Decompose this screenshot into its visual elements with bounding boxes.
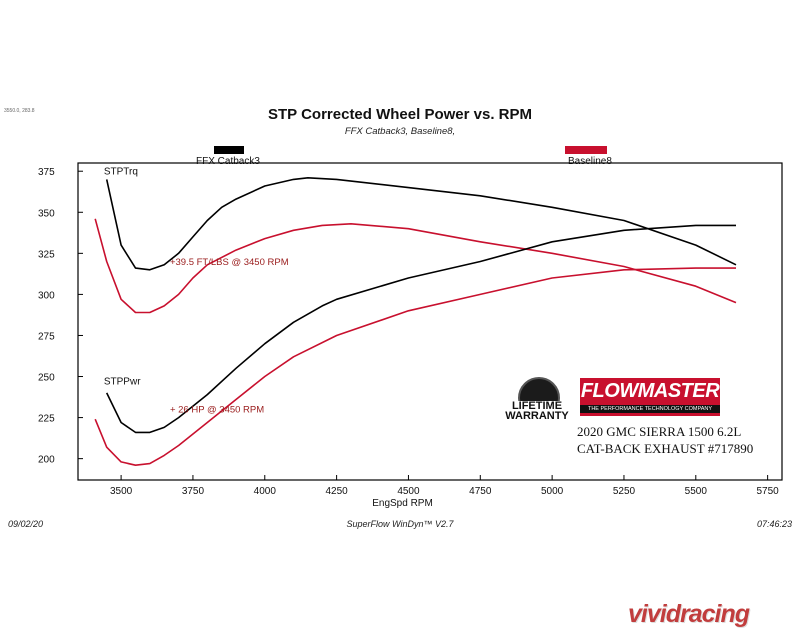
warranty-text: LIFETIME WARRANTY xyxy=(504,400,570,422)
part-caption: CAT-BACK EXHAUST #717890 xyxy=(577,441,754,456)
x-tick-label: 4250 xyxy=(325,486,348,497)
gain-annotation: +39.5 FT/LBS @ 3450 RPM xyxy=(170,257,289,268)
x-tick-label: 4500 xyxy=(397,486,420,497)
vividracing-watermark: vividracing xyxy=(628,600,750,628)
footer-software: SuperFlow WinDyn™ V2.7 xyxy=(346,519,454,529)
x-tick-label: 5000 xyxy=(541,486,564,497)
y-tick-label: 325 xyxy=(38,249,55,260)
legend-label-baseline: Baseline8 xyxy=(568,156,612,167)
plot-frame xyxy=(77,162,783,481)
y-tick-label: 225 xyxy=(38,414,55,425)
vehicle-caption: 2020 GMC SIERRA 1500 6.2L xyxy=(577,424,742,439)
series-label: STPTrq xyxy=(104,166,138,177)
series-line-stptrq-ffx xyxy=(105,177,737,271)
y-tick-label: 275 xyxy=(38,331,55,342)
chart-axes: 3500 3750 4000 4250 4500 4750 5000 5250 5500 5750… xyxy=(38,162,783,509)
legend-swatch-ffx xyxy=(214,146,244,154)
x-tick-label: 3500 xyxy=(110,486,133,497)
legend-label-ffx: FFX Catback3 xyxy=(196,156,260,167)
y-tick-label: 200 xyxy=(38,455,55,466)
x-tick-label: 5250 xyxy=(613,486,636,497)
flowmaster-brand: FLOWMASTER xyxy=(580,380,720,402)
chart-labels: STPTrq STPPwr +39.5 FT/LBS @ 3450 RPM + 26 … xyxy=(104,166,289,415)
flowmaster-logo: FLOWMASTER THE PERFORMANCE TECHNOLOGY CO… xyxy=(580,378,720,416)
flowmaster-tagline: THE PERFORMANCE TECHNOLOGY COMPANY xyxy=(580,405,720,413)
y-tick-label: 375 xyxy=(38,167,55,178)
chart-title: STP Corrected Wheel Power vs. RPM xyxy=(268,106,532,123)
gain-annotation: + 26 HP @ 3450 RPM xyxy=(170,405,264,416)
series-line-stppwr-ffx xyxy=(105,224,736,434)
cursor-readout: 3550.0, 283.8 xyxy=(4,108,35,114)
chart-series xyxy=(94,177,737,466)
lifetime-warranty-badge: LIFETIME WARRANTY xyxy=(504,377,570,431)
x-tick-label: 3750 xyxy=(182,486,205,497)
series-line-stppwr-baseline xyxy=(94,267,736,466)
x-axis-label: EngSpd RPM xyxy=(372,498,433,509)
y-tick-label: 350 xyxy=(38,208,55,219)
x-tick-label: 5750 xyxy=(757,486,780,497)
chart-subtitle: FFX Catback3, Baseline8, xyxy=(344,126,456,137)
y-tick-label: 250 xyxy=(38,373,55,384)
x-tick-label: 4750 xyxy=(469,486,492,497)
series-line-stptrq-baseline xyxy=(94,218,737,314)
footer-time: 07:46:23 xyxy=(756,519,792,529)
footer-date: 09/02/20 xyxy=(8,519,44,529)
legend-swatch-baseline xyxy=(565,146,607,154)
series-label: STPPwr xyxy=(104,377,141,388)
x-tick-label: 4000 xyxy=(254,486,277,497)
x-tick-label: 5500 xyxy=(685,486,708,497)
y-tick-label: 300 xyxy=(38,290,55,301)
